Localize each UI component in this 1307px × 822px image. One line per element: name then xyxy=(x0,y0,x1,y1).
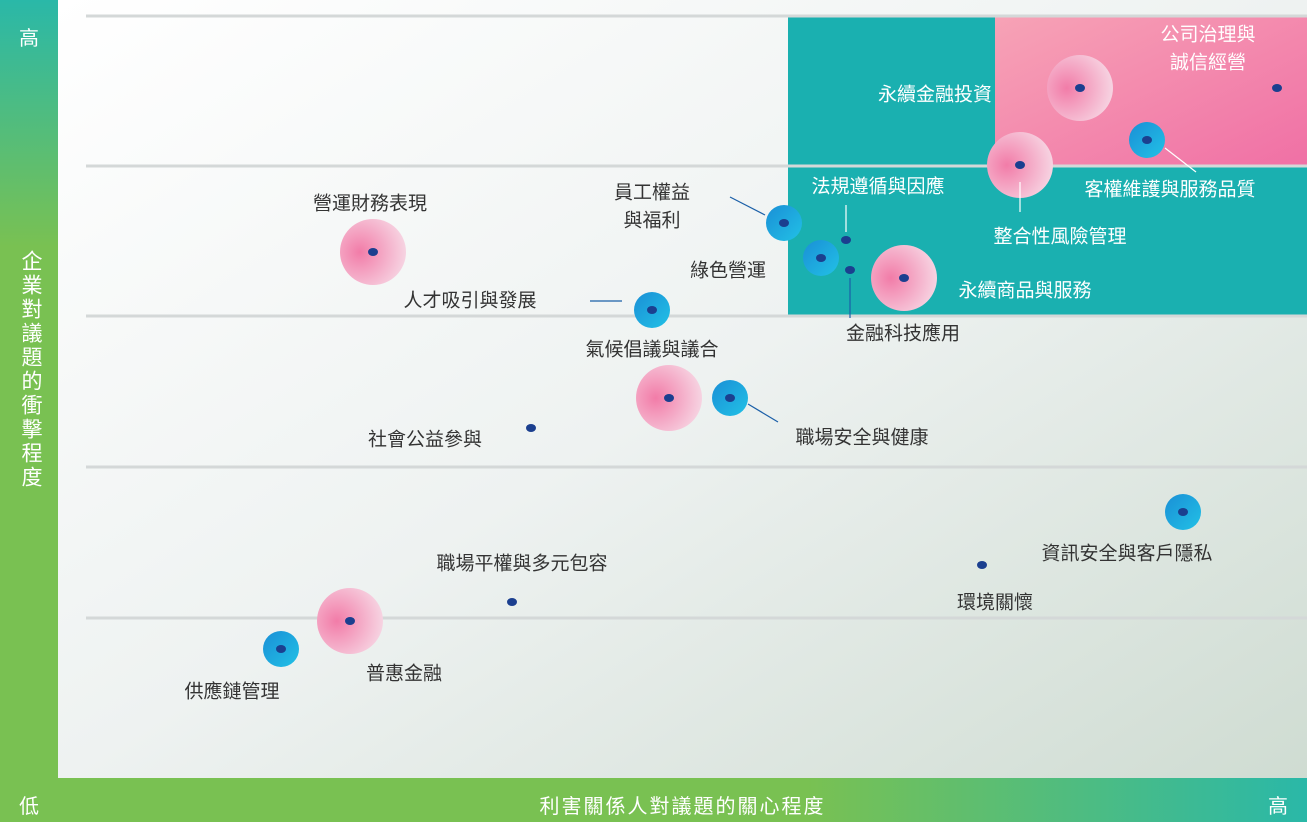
issue-label: 供應鏈管理 xyxy=(184,680,279,703)
page: 永續金融投資 公司治理與誠信經營客權維護與服務品質整合性風險管理 營運財務表現 員工權… xyxy=(0,0,1307,822)
issue-label: 職場平權與多元包容 xyxy=(436,553,607,575)
y-axis-label: 企業對議題的衝擊程度 xyxy=(16,250,46,490)
y-high: 高 xyxy=(0,22,58,51)
issue-label: 客權維護與服務品質 xyxy=(1084,179,1255,201)
issue-dot xyxy=(977,561,987,569)
issue-dot xyxy=(725,394,735,402)
issue-label: 普惠金融 xyxy=(366,663,442,685)
issue-dot xyxy=(647,306,657,314)
issue-dot xyxy=(899,274,909,282)
issue-dot xyxy=(507,598,517,606)
issue-dot xyxy=(276,645,286,653)
issue-label: 與福利 xyxy=(623,210,680,232)
issue-label: 金融科技應用 xyxy=(846,322,960,345)
issue-label: 誠信經營 xyxy=(1170,52,1246,74)
x-axis-label: 利害關係人對議題的關心程度 xyxy=(58,790,1307,819)
matrix: 永續金融投資 公司治理與誠信經營客權維護與服務品質整合性風險管理 營運財務表現 員工權… xyxy=(0,0,1307,822)
issue-label: 資訊安全與客戶隱私 xyxy=(1041,543,1212,565)
issue-dot xyxy=(1075,84,1085,92)
issue-dot xyxy=(845,266,855,274)
issue-dot xyxy=(526,424,536,432)
issue-label: 營運財務表現 xyxy=(313,193,427,215)
issue-dot xyxy=(1272,84,1282,92)
issue-label: 員工權益 xyxy=(614,182,690,204)
issue-dot xyxy=(368,248,378,256)
issue-dot xyxy=(816,254,826,262)
issue-label: 環境關懷 xyxy=(957,592,1033,614)
issue-dot xyxy=(779,219,789,227)
issue-label: 整合性風險管理 xyxy=(993,226,1126,248)
issue-dot xyxy=(1178,508,1188,516)
y-low: 低 xyxy=(0,790,58,819)
issue-label: 法規遵循與因應 xyxy=(811,175,944,198)
issue-dot xyxy=(1015,161,1025,169)
issue-label: 永續金融投資 xyxy=(878,84,992,106)
issue-dot xyxy=(664,394,674,402)
issue-dot xyxy=(345,617,355,625)
issue-label: 社會公益參與 xyxy=(368,429,482,451)
issue-label: 公司治理與 xyxy=(1160,24,1255,46)
x-high: 高 xyxy=(1268,790,1288,819)
issue-label: 人才吸引與發展 xyxy=(403,290,536,312)
issue-label: 職場安全與健康 xyxy=(795,427,928,449)
issue-dot xyxy=(841,236,851,244)
issue-dot xyxy=(1142,136,1152,144)
issue-label: 氣候倡議與議合 xyxy=(585,339,718,361)
issue-label: 永續商品與服務 xyxy=(958,280,1091,302)
issue-label: 綠色營運 xyxy=(690,260,766,282)
